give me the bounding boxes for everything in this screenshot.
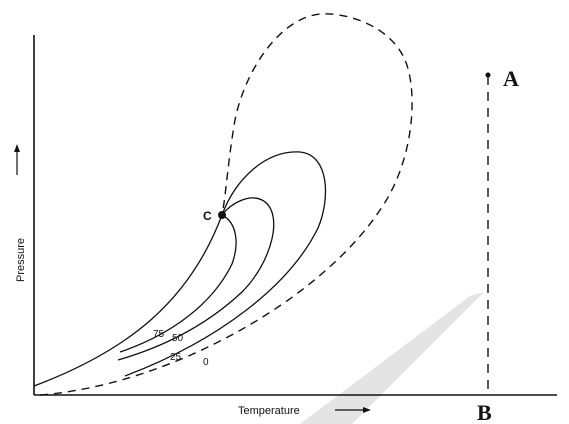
y-axis-label: Pressure — [15, 238, 27, 282]
contour-label-0: 0 — [203, 357, 209, 368]
quality-curve-inner — [117, 197, 275, 361]
quality-curve-middle — [119, 214, 237, 353]
y-axis-arrow-icon — [14, 144, 20, 175]
quality-curve-outer — [33, 151, 327, 387]
dashed-envelope-curve — [39, 13, 413, 396]
critical-point-label: C — [203, 209, 212, 223]
contour-label-25: 25 — [170, 352, 182, 363]
critical-point-dot — [218, 211, 226, 219]
watermark-shape — [300, 292, 484, 424]
x-axis-arrowhead-icon — [363, 407, 371, 413]
contour-label-50: 50 — [172, 333, 184, 344]
point-a-label: A — [503, 66, 519, 91]
x-axis-label: Temperature — [238, 405, 300, 417]
point-a-dot — [485, 72, 491, 78]
contour-label-75: 75 — [153, 329, 165, 340]
point-b-label: B — [477, 400, 492, 424]
